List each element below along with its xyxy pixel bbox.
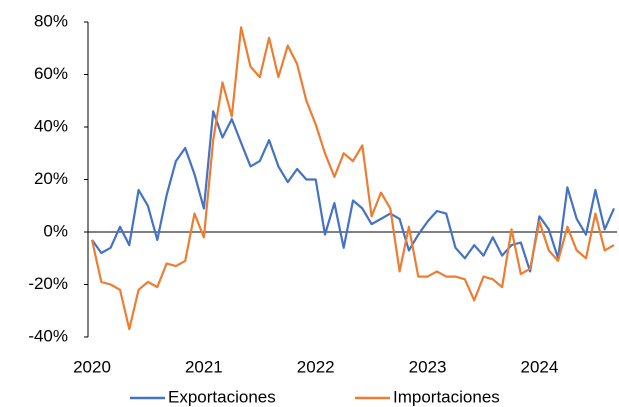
y-tick-label: -20%	[28, 274, 68, 293]
series-line	[90, 26, 615, 331]
y-tick-label: 80%	[34, 11, 68, 30]
y-tick-label: 40%	[34, 116, 68, 135]
x-tick-label: 2022	[297, 357, 335, 376]
x-tick-label: 2023	[409, 357, 447, 376]
legend-label: Exportaciones	[168, 387, 276, 406]
y-tick-label: 60%	[34, 64, 68, 83]
x-tick-label: 2020	[73, 357, 111, 376]
y-tick-label: -40%	[28, 326, 68, 345]
x-tick-label: 2021	[185, 357, 223, 376]
series-line	[91, 110, 616, 273]
y-tick-label: 20%	[34, 169, 68, 188]
y-tick-label: 0%	[43, 221, 68, 240]
x-tick-label: 2024	[521, 357, 559, 376]
legend-label: Importaciones	[393, 387, 500, 406]
